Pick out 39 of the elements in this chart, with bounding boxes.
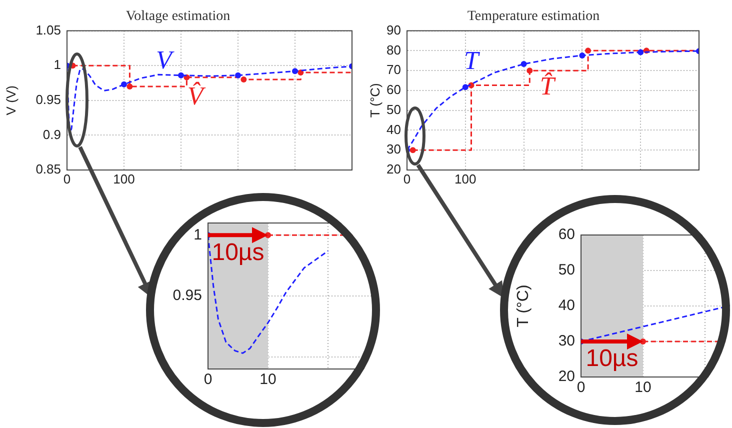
y-tick-label: 0.95 xyxy=(36,92,61,107)
chart-title: Voltage estimation xyxy=(126,9,230,24)
annotation: 10µs xyxy=(212,238,264,266)
x-tick-label: 10 xyxy=(260,371,276,388)
y-axis-title: V (V) xyxy=(3,86,18,116)
x-tick-label: 0 xyxy=(63,171,71,186)
x-tick-label: 0 xyxy=(576,379,586,396)
chart-title: Temperature estimation xyxy=(467,9,600,24)
y-tick-label: 1 xyxy=(194,226,202,244)
x-tick-label: 0 xyxy=(204,371,212,388)
y-tick-label: 0.95 xyxy=(172,287,202,304)
series-label: V̂ xyxy=(187,81,206,110)
y-tick-label: 1.05 xyxy=(36,22,61,38)
y-axis-title: T (°C) xyxy=(515,284,532,328)
y-tick-label: 40 xyxy=(558,297,575,314)
y-tick-label: 30 xyxy=(558,332,575,350)
y-tick-label: 60 xyxy=(386,82,401,98)
series-label: T̂ xyxy=(540,71,556,101)
x-tick-label: 100 xyxy=(454,171,476,186)
y-tick-label: 0.85 xyxy=(36,162,61,177)
y-tick-label: 90 xyxy=(386,22,401,38)
series-label: T xyxy=(464,46,480,75)
x-tick-label: 0 xyxy=(403,171,411,186)
y-tick-label: 20 xyxy=(558,368,575,386)
y-tick-label: 70 xyxy=(386,62,401,78)
x-tick-label: 10 xyxy=(634,379,652,396)
x-tick-label: 100 xyxy=(113,171,135,186)
y-tick-label: 30 xyxy=(386,142,401,157)
y-tick-label: 80 xyxy=(386,42,401,58)
y-tick-label: 1 xyxy=(54,57,61,72)
y-tick-label: 50 xyxy=(558,262,575,279)
y-tick-label: 0.9 xyxy=(42,126,61,142)
series-label: V xyxy=(156,45,175,74)
y-tick-label: 50 xyxy=(386,102,401,117)
y-tick-label: 60 xyxy=(558,226,575,244)
y-tick-label: 40 xyxy=(386,122,401,137)
y-tick-label: 20 xyxy=(386,162,401,177)
y-axis-title: T (°C) xyxy=(367,83,382,118)
annotation: 10µs xyxy=(586,345,638,372)
